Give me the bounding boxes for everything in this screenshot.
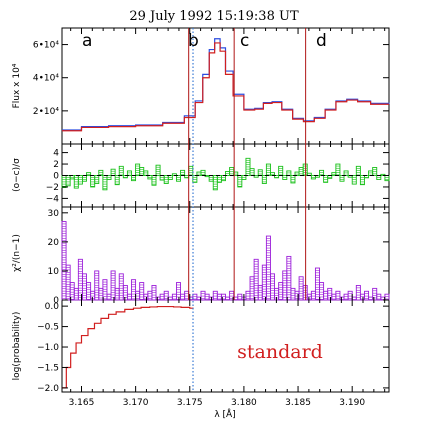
probability-y-tick-label: 0.0	[45, 302, 60, 312]
chi-bar	[139, 282, 145, 301]
probability-series	[62, 305, 194, 389]
region-letter-a: a	[82, 31, 92, 51]
boundary-lines-group	[188, 28, 307, 392]
x-tick-label: 3.185	[285, 398, 311, 408]
residual-bar	[65, 175, 71, 187]
residual-bar	[290, 175, 296, 184]
chi-bar	[265, 235, 271, 301]
ticks-group: 3.165 3.170 3.175 3.180 3.185 3.190 2•10⁴ 4•10⁴…	[33, 28, 389, 408]
residual-bar	[257, 169, 263, 176]
residual-bar	[155, 164, 161, 176]
residual-bar	[110, 168, 116, 176]
residual-bar	[81, 175, 87, 182]
chi-bars-group	[61, 221, 390, 301]
residual-bar	[188, 165, 194, 176]
residual-bar	[253, 175, 259, 178]
chi-bar	[102, 279, 108, 301]
chi-bar	[65, 264, 71, 301]
residual-bar	[355, 165, 361, 176]
x-tick-label: 3.165	[69, 398, 95, 408]
method-annotation: standard	[237, 341, 323, 363]
probability-y-tick-label: −1.0	[37, 343, 59, 353]
chi-bar	[131, 279, 137, 301]
residual-bar	[86, 172, 92, 176]
region-letter-c: c	[240, 31, 249, 51]
model-flux-series	[62, 42, 389, 132]
flux-series-group	[62, 38, 390, 132]
chi-bar	[364, 290, 370, 301]
chi-bar	[261, 264, 267, 301]
probability-y-axis-label: log(probability)	[12, 312, 22, 381]
chi-y-tick-label: 10	[48, 267, 60, 277]
residual-bar	[175, 175, 181, 182]
residual-bars-group	[61, 157, 390, 191]
probability-y-tick-label: −2.0	[37, 384, 59, 394]
x-tick-label: 3.175	[177, 398, 203, 408]
residual-bar	[249, 168, 255, 176]
flux-y-tick-label: 6•10⁴	[33, 41, 59, 51]
residual-bar	[380, 173, 386, 176]
residual-y-tick-label: 0	[53, 172, 59, 182]
chi-bar	[249, 276, 255, 301]
probability-y-tick-label: −1.5	[37, 363, 59, 373]
chi-y-tick-label: 0	[53, 296, 59, 306]
residual-bar	[359, 175, 365, 186]
flux-y-tick-label: 2•10⁴	[33, 107, 59, 117]
residual-y-tick-label: −4	[46, 194, 60, 204]
chi-y-axis-label: χ²/(n−1)	[12, 234, 22, 272]
residual-y-tick-label: 2	[53, 160, 59, 170]
chi-bar	[118, 273, 124, 301]
flux-y-axis-label: Flux x 10⁴	[12, 63, 22, 108]
residual-y-axis-label: (o−c)/σ	[12, 158, 22, 192]
residual-bar	[208, 175, 214, 182]
residual-y-tick-label: 4	[53, 149, 59, 159]
residual-y-tick-label: −2	[46, 183, 59, 193]
residual-bar	[339, 175, 345, 182]
chi-bar	[298, 276, 304, 301]
chi-bar	[163, 290, 169, 301]
plot-title: 29 July 1992 15:19:38 UT	[129, 9, 299, 24]
flux-y-tick-label: 4•10⁴	[33, 74, 59, 84]
chi-bar	[81, 273, 87, 301]
chi-bar	[253, 258, 259, 301]
chi-y-tick-label: 30	[48, 209, 60, 219]
chi-bar	[77, 258, 83, 301]
residual-bar	[278, 165, 284, 176]
region-letter-d: d	[316, 31, 327, 51]
residual-bar	[216, 175, 222, 183]
region-letter-b: b	[188, 31, 199, 51]
residual-bar	[151, 175, 157, 186]
x-axis-label: λ [Å]	[214, 408, 235, 420]
probability-y-tick-label: −0.5	[37, 323, 59, 333]
residual-bar	[118, 165, 124, 176]
x-tick-label: 3.190	[339, 398, 365, 408]
chi-bar	[335, 290, 341, 301]
residual-bar	[323, 175, 329, 183]
x-tick-label: 3.170	[123, 398, 149, 408]
chi-y-tick-label: 20	[48, 238, 60, 248]
chi-bar	[270, 273, 275, 301]
probability-series-group	[62, 305, 194, 389]
residual-bar	[114, 175, 120, 186]
x-tick-label: 3.180	[231, 398, 257, 408]
